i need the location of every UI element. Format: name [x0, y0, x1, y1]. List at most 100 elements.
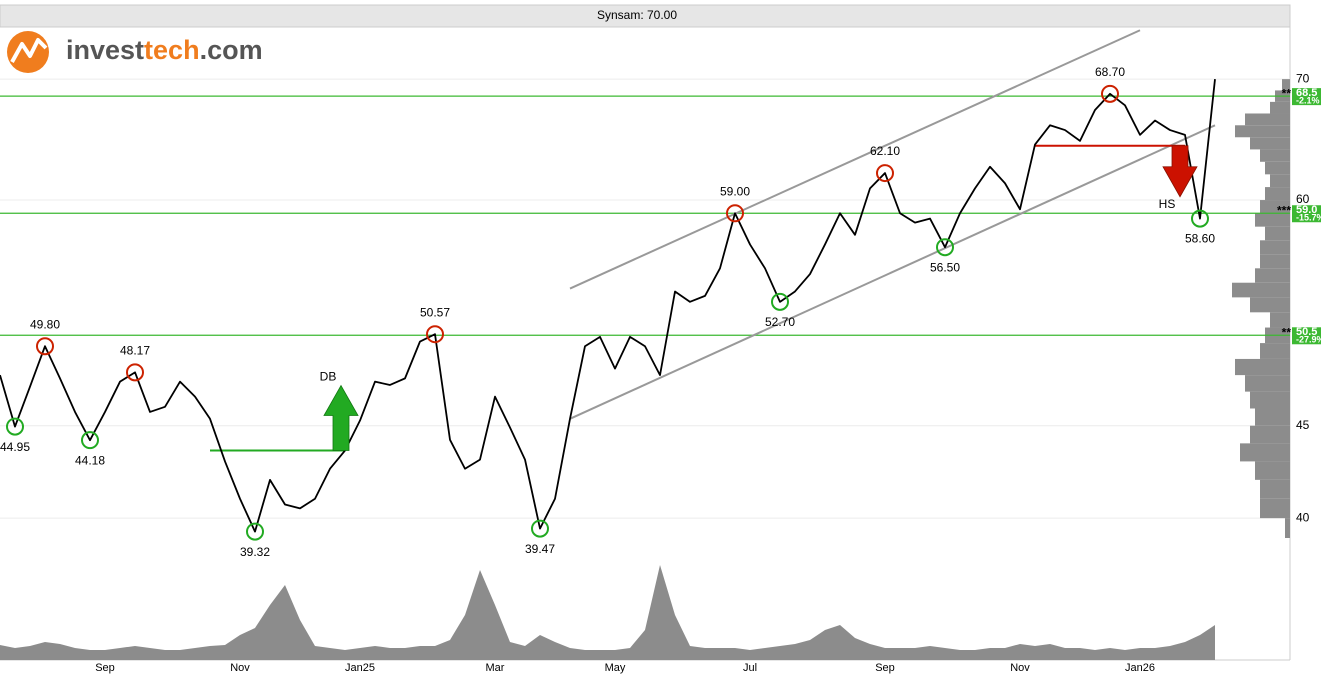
- level-badge: [1292, 327, 1321, 345]
- pivot-label: 62.10: [870, 144, 900, 158]
- logo-text: .com: [200, 35, 263, 65]
- logo: investtech.com: [7, 31, 263, 73]
- volume-profile-bar: [1235, 125, 1290, 138]
- volume-profile-bar: [1245, 113, 1290, 126]
- x-tick-label: Mar: [486, 662, 505, 674]
- volume-profile-bar: [1285, 518, 1290, 538]
- volume-profile-bar: [1270, 174, 1290, 188]
- volume-profile-bar: [1255, 268, 1290, 283]
- pivot-circle: [1191, 209, 1209, 228]
- overlay: 40 45 60 70 ** 68.5-2.1% *** 59.0-15.7% ** 50.5-2…: [0, 65, 1321, 674]
- price-line: [0, 79, 1216, 533]
- volume-profile-bar: [1260, 343, 1290, 359]
- pivot-circle: [6, 417, 24, 436]
- level-change: -27.9%: [1296, 335, 1321, 345]
- pivot-label: 56.50: [930, 260, 960, 274]
- volume-profile-bar: [1260, 254, 1290, 269]
- logo-text: tech: [144, 35, 200, 65]
- volume-profile-bar: [1245, 375, 1290, 392]
- y-tick-label: 40: [1296, 510, 1310, 524]
- pattern-label: HS: [1159, 197, 1176, 211]
- volume-profile-bar: [1265, 226, 1290, 241]
- volume-profile-bar: [1235, 358, 1290, 376]
- level-stars: **: [1282, 325, 1292, 339]
- chart-title: Synsam: 70.00: [597, 8, 677, 22]
- x-tick-label: Nov: [1010, 662, 1030, 674]
- volume-profile-bar: [1250, 425, 1290, 444]
- pivot-label: 44.95: [0, 440, 30, 454]
- level-change: -2.1%: [1296, 95, 1320, 105]
- pivot-circle: [936, 238, 954, 257]
- y-tick-label: 60: [1296, 192, 1310, 206]
- pivot-label: 48.17: [120, 344, 150, 358]
- x-tick-label: Sep: [95, 662, 115, 674]
- pivot-circle: [246, 522, 264, 541]
- level-change: -15.7%: [1296, 213, 1321, 223]
- volume-profile-bar: [1250, 391, 1290, 409]
- logo-text: invest: [66, 35, 144, 65]
- level-stars: **: [1282, 86, 1292, 100]
- x-tick-label: Jan25: [345, 662, 375, 674]
- x-tick-label: Jul: [743, 662, 757, 674]
- level-badge: [1292, 88, 1321, 106]
- logo-text: investtech.com: [66, 35, 263, 65]
- pattern-label: DB: [320, 370, 337, 384]
- volume-profile-bar: [1255, 461, 1290, 480]
- trend-channel: [569, 29, 1141, 290]
- level-label: 59.0: [1296, 204, 1317, 216]
- pivot-circle: [1101, 84, 1119, 103]
- volume-profile-bar: [1270, 312, 1290, 328]
- pivot-circle: [36, 337, 54, 356]
- pivot-label: 68.70: [1095, 65, 1125, 79]
- pattern-arrow: [323, 384, 359, 451]
- pivot-label: 49.80: [30, 317, 60, 331]
- pivot-circle: [126, 363, 144, 382]
- volume-profile-bar: [1282, 79, 1290, 91]
- pivot-circle: [426, 325, 444, 344]
- pivot-circle: [726, 204, 744, 223]
- level-label: 68.5: [1296, 87, 1317, 99]
- pivot-label: 44.18: [75, 453, 105, 467]
- pivot-circle: [876, 164, 894, 183]
- volume-profile-bar: [1250, 297, 1290, 313]
- logo-icon: [10, 38, 48, 63]
- pivot-circle: [771, 292, 789, 311]
- volume-profile-bar: [1232, 282, 1290, 298]
- volume-area: [0, 565, 1215, 660]
- level-badge: [1292, 205, 1321, 223]
- volume-profile-bar: [1255, 213, 1290, 227]
- pattern-arrow: [1162, 145, 1198, 198]
- title-bar: [0, 4, 1291, 28]
- volume-profile-bar: [1265, 161, 1290, 175]
- plot-area: [0, 29, 1290, 660]
- pivot-label: 50.57: [420, 305, 450, 319]
- volume-profile-bar: [1270, 101, 1290, 114]
- volume-profile-bar: [1260, 498, 1290, 519]
- pivot-circle: [531, 519, 549, 538]
- pivot-label: 39.32: [240, 545, 270, 559]
- volume-profile-bar: [1260, 479, 1290, 499]
- volume-profile-bar: [1255, 408, 1290, 426]
- volume-profile-bar: [1260, 240, 1290, 255]
- volume-profile-bar: [1260, 149, 1290, 162]
- volume-profile-bar: [1265, 187, 1290, 201]
- volume-profile-bar: [1260, 200, 1290, 214]
- pivot-label: 39.47: [525, 542, 555, 556]
- pivot-circle: [81, 431, 99, 450]
- pivot-label: 52.70: [765, 315, 795, 329]
- x-tick-label: May: [605, 662, 626, 674]
- y-tick-label: 45: [1296, 418, 1310, 432]
- volume-profile-bar: [1250, 137, 1290, 150]
- pivot-label: 58.60: [1185, 232, 1215, 246]
- pivot-label: 59.00: [720, 184, 750, 198]
- level-label: 50.5: [1296, 326, 1317, 338]
- x-tick-label: Nov: [230, 662, 250, 674]
- level-stars: ***: [1277, 203, 1291, 217]
- volume-profile-bar: [1240, 443, 1290, 462]
- y-tick-label: 70: [1296, 71, 1310, 85]
- x-tick-label: Jan26: [1125, 662, 1155, 674]
- trend-channel: [569, 124, 1216, 420]
- x-tick-label: Sep: [875, 662, 895, 674]
